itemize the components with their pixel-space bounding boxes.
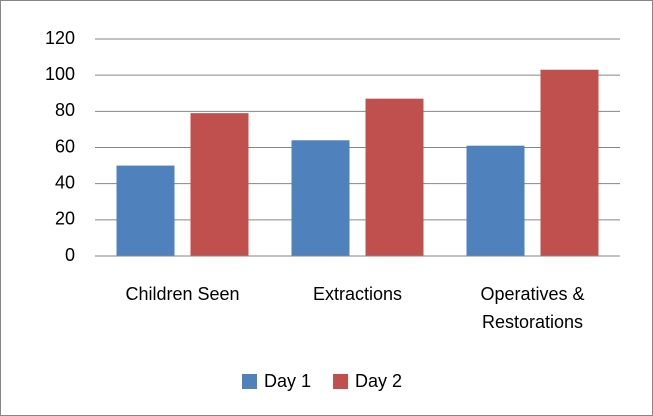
bar <box>365 98 424 256</box>
bar <box>190 113 249 257</box>
x-tick-label: Extractions <box>313 284 402 304</box>
bar <box>291 140 350 256</box>
legend-swatch <box>333 374 349 389</box>
y-tick-label: 80 <box>55 100 75 120</box>
legend-label: Day 1 <box>264 371 311 391</box>
legend-swatch <box>242 374 257 389</box>
bar <box>116 165 175 256</box>
legend-label: Day 2 <box>355 371 402 391</box>
y-tick-label: 20 <box>55 209 75 229</box>
y-tick-label: 40 <box>55 172 75 192</box>
y-tick-label: 0 <box>65 245 75 265</box>
bar <box>540 69 599 256</box>
y-tick-label: 60 <box>55 136 75 156</box>
y-tick-label: 120 <box>45 28 75 48</box>
y-tick-label: 100 <box>45 64 75 84</box>
bar <box>466 145 525 256</box>
x-tick-label: Children Seen <box>125 284 239 304</box>
x-tick-label: Operatives & Restorations <box>480 284 584 332</box>
